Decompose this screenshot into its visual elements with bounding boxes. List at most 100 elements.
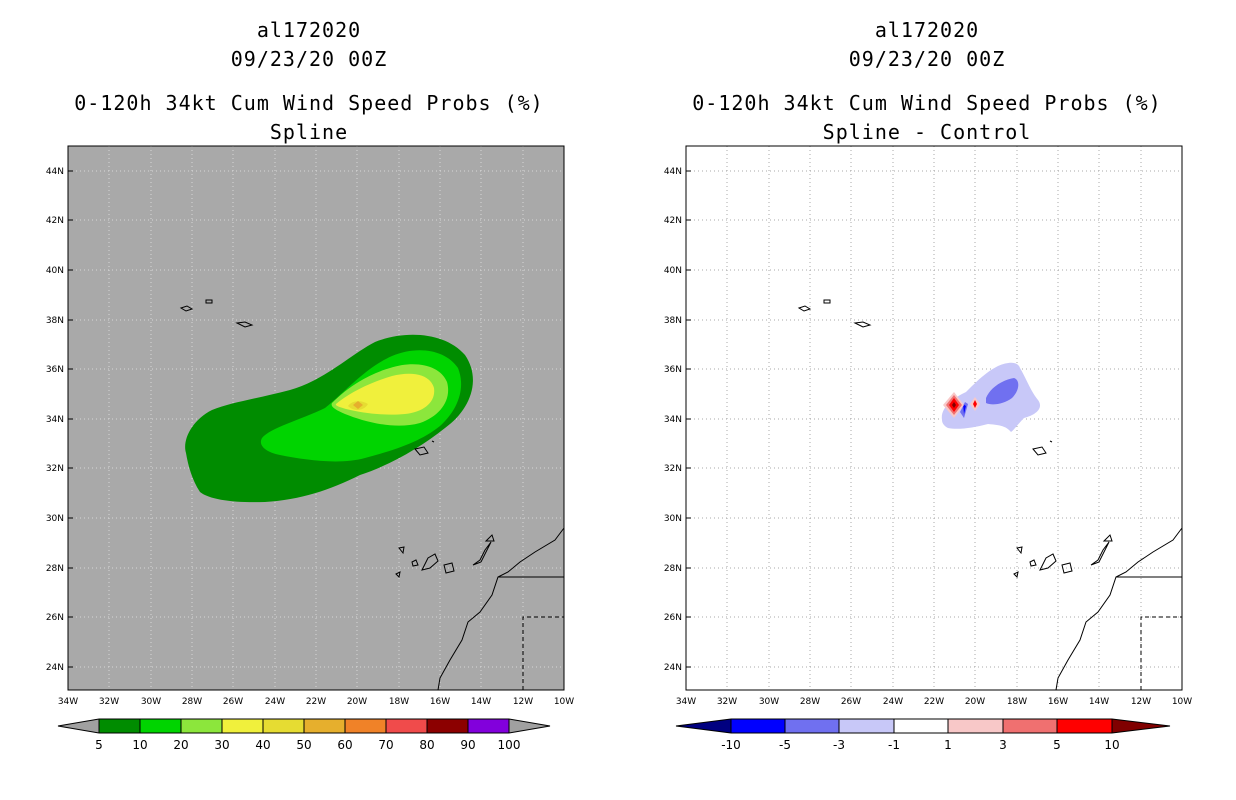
lat-label: 44N	[46, 167, 64, 177]
storm-id: al172020	[256, 18, 362, 42]
lon-label: 22W	[924, 697, 944, 707]
lat-labels: 44N 42N 40N 38N 36N 34N 32N 30N 28N 26N …	[664, 167, 682, 673]
product-title: 0-120h 34kt Cum Wind Speed Probs (%)	[74, 91, 544, 115]
colorbar-seg	[304, 719, 345, 733]
colorbar-label: 50	[296, 738, 311, 752]
prob-contour-50	[353, 401, 363, 409]
colorbar-seg	[785, 719, 839, 733]
lon-label: 22W	[306, 697, 326, 707]
lat-label: 30N	[664, 514, 682, 524]
lat-label: 34N	[46, 415, 64, 425]
diff-contour-neg3	[986, 378, 1019, 405]
lon-label: 18W	[1007, 697, 1027, 707]
lat-label: 36N	[664, 365, 682, 375]
colorbar-end-high	[509, 719, 550, 733]
colorbar-seg	[468, 719, 509, 733]
lon-labels: 34W 32W 30W 28W 26W 24W 22W 20W 18W 16W …	[58, 697, 574, 707]
coastlines	[797, 299, 1183, 691]
lon-label: 24W	[265, 697, 285, 707]
product-title: 0-120h 34kt Cum Wind Speed Probs (%)	[692, 91, 1162, 115]
lon-label: 16W	[1048, 697, 1068, 707]
lat-label: 40N	[664, 266, 682, 276]
lon-label: 20W	[965, 697, 985, 707]
lon-labels: 34W 32W 30W 28W 26W 24W 22W 20W 18W 16W …	[676, 697, 1192, 707]
map-difference: 44N 42N 40N 38N 36N 34N 32N 30N 28N 26N …	[664, 145, 1192, 752]
colorbar-label: 60	[337, 738, 352, 752]
lat-label: 26N	[46, 613, 64, 623]
lon-label: 14W	[1089, 697, 1109, 707]
lon-label: 10W	[554, 697, 574, 707]
lat-ticks	[686, 170, 691, 668]
colorbar-probs: 5 10 20 30 40 50 60 70 80 90 100	[57, 718, 551, 752]
lat-label: 28N	[46, 564, 64, 574]
lat-label: 38N	[664, 316, 682, 326]
lat-labels: 44N 42N 40N 38N 36N 34N 32N 30N 28N 26N …	[46, 167, 64, 673]
lat-label: 36N	[46, 365, 64, 375]
lon-label: 20W	[347, 697, 367, 707]
colorbar-label: 80	[419, 738, 434, 752]
colorbar-end-low	[676, 719, 731, 733]
colorbar-label: 100	[498, 738, 521, 752]
lon-label: 26W	[841, 697, 861, 707]
lat-label: 42N	[46, 216, 64, 226]
colorbar-seg	[427, 719, 468, 733]
panel-spline-control: al172020 09/23/20 00Z 0-120h 34kt Cum Wi…	[618, 0, 1236, 800]
lat-label: 26N	[664, 613, 682, 623]
lat-label: 28N	[664, 564, 682, 574]
lon-label: 16W	[430, 697, 450, 707]
colorbar-seg	[386, 719, 427, 733]
colorbar-seg	[140, 719, 181, 733]
colorbar-seg	[181, 719, 222, 733]
colorbar-seg	[894, 719, 948, 733]
diff-contour-pos5	[973, 400, 977, 408]
colorbar-seg	[839, 719, 894, 733]
colorbar-label: 30	[214, 738, 229, 752]
lon-label: 26W	[223, 697, 243, 707]
lon-label: 14W	[471, 697, 491, 707]
colorbar-label: 90	[460, 738, 475, 752]
lon-label: 24W	[883, 697, 903, 707]
colorbar-label: 40	[255, 738, 270, 752]
lat-label: 32N	[46, 464, 64, 474]
lon-label: 30W	[759, 697, 779, 707]
lon-label: 10W	[1172, 697, 1192, 707]
colorbar-label: 70	[378, 738, 393, 752]
map-frame	[685, 145, 1183, 691]
colorbar-end-low	[58, 719, 99, 733]
colorbar-label: 10	[1104, 738, 1119, 752]
lon-label: 12W	[1131, 697, 1151, 707]
lon-label: 28W	[182, 697, 202, 707]
colorbar-label: 5	[1053, 738, 1061, 752]
colorbar-seg	[222, 719, 263, 733]
lat-label: 44N	[664, 167, 682, 177]
colorbar-label: -5	[779, 738, 791, 752]
colorbar-seg	[1057, 719, 1112, 733]
colorbar-end-high	[1112, 719, 1170, 733]
lon-label: 32W	[717, 697, 737, 707]
lon-label: 18W	[389, 697, 409, 707]
colorbar-label: 3	[999, 738, 1007, 752]
lat-label: 40N	[46, 266, 64, 276]
panel-subtitle: Spline	[269, 120, 349, 144]
lat-label: 42N	[664, 216, 682, 226]
datetime: 09/23/20 00Z	[230, 47, 388, 71]
colorbar-label: 10	[132, 738, 147, 752]
lon-label: 32W	[99, 697, 119, 707]
coastlines	[179, 299, 565, 691]
map-frame	[67, 145, 565, 691]
lon-label: 28W	[800, 697, 820, 707]
panel-spline: al172020 09/23/20 00Z 0-120h 34kt Cum Wi…	[46, 18, 574, 752]
colorbar-seg	[99, 719, 140, 733]
lat-label: 38N	[46, 316, 64, 326]
colorbar-seg	[1003, 719, 1057, 733]
lat-label: 24N	[46, 663, 64, 673]
lon-label: 34W	[58, 697, 78, 707]
datetime: 09/23/20 00Z	[848, 47, 1006, 71]
colorbar-label: -1	[888, 738, 900, 752]
lat-label: 32N	[664, 464, 682, 474]
map-spline: 44N 42N 40N 38N 36N 34N 32N 30N 28N 26N …	[46, 145, 574, 752]
colorbar-label: 20	[173, 738, 188, 752]
lat-label: 24N	[664, 663, 682, 673]
lat-ticks	[68, 170, 73, 668]
diff-contour-pos10	[952, 402, 956, 408]
